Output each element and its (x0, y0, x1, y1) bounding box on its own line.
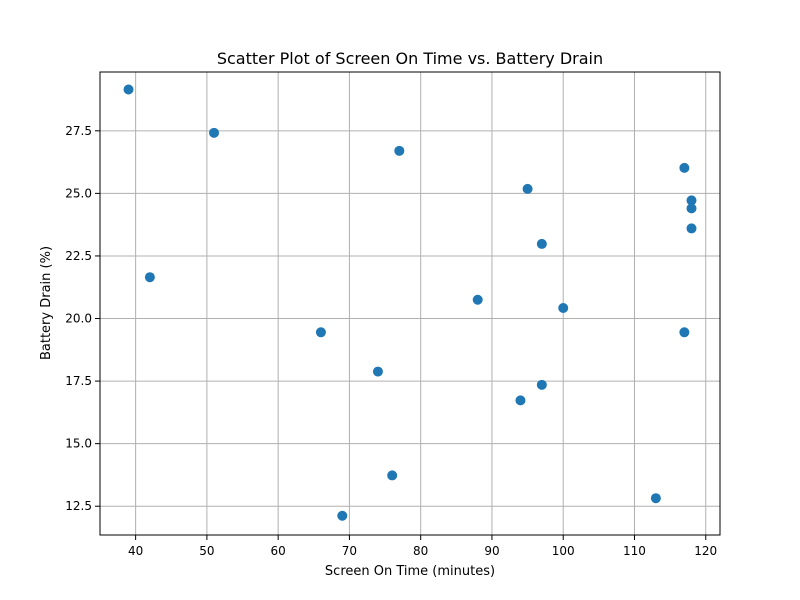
scatter-point (515, 395, 526, 406)
y-axis-label: Battery Drain (%) (39, 246, 54, 360)
scatter-point (650, 493, 661, 504)
x-tick-label: 40 (128, 544, 143, 558)
scatter-point (123, 84, 134, 95)
y-tick-label: 15.0 (65, 437, 92, 451)
axis-ticks: 40 50 60 70 80 90 100 110 120 12.5 15.0 17.5 20.0 22.… (65, 124, 717, 558)
scatter-point (679, 327, 690, 338)
x-tick-label: 90 (484, 544, 499, 558)
scatter-point (686, 195, 697, 206)
x-tick-label: 80 (413, 544, 428, 558)
scatter-point (686, 203, 697, 214)
scatter-point (536, 379, 547, 390)
y-tick-label: 17.5 (65, 374, 92, 388)
scatter-point (394, 145, 405, 156)
scatter-point (522, 183, 533, 194)
grid-lines (100, 72, 720, 535)
scatter-point (387, 470, 398, 481)
scatter-point (536, 238, 547, 249)
x-tick-label: 50 (199, 544, 214, 558)
scatter-point (209, 127, 220, 138)
data-points (123, 84, 697, 521)
scatter-point (558, 303, 569, 314)
x-tick-label: 110 (623, 544, 646, 558)
scatter-point (315, 327, 326, 338)
scatter-point (372, 366, 383, 377)
y-tick-label: 12.5 (65, 499, 92, 513)
y-tick-label: 20.0 (65, 312, 92, 326)
y-tick-label: 22.5 (65, 249, 92, 263)
x-tick-label: 60 (271, 544, 286, 558)
plot-frame (99, 71, 721, 536)
scatter-point (472, 294, 483, 305)
y-tick-label: 27.5 (65, 124, 92, 138)
x-tick-label: 70 (342, 544, 357, 558)
chart-title: Scatter Plot of Screen On Time vs. Batte… (217, 49, 603, 68)
x-axis-label: Screen On Time (minutes) (325, 564, 495, 579)
scatter-point (679, 162, 690, 173)
x-tick-label: 120 (694, 544, 717, 558)
y-tick-label: 25.0 (65, 186, 92, 200)
scatter-point (144, 272, 155, 283)
scatter-point (337, 510, 348, 521)
scatter-point (686, 223, 697, 234)
x-tick-label: 100 (552, 544, 575, 558)
